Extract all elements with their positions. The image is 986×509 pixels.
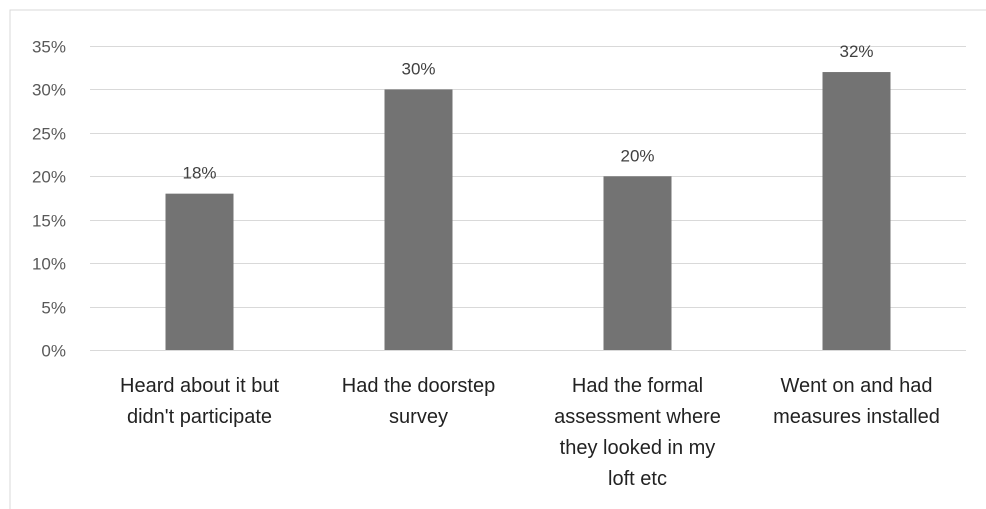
x-category-label: Heard about it but didn't participate: [120, 375, 279, 428]
y-tick-label: 35%: [32, 38, 66, 57]
x-category-label-line: assessment where: [554, 406, 721, 428]
data-label: 32%: [839, 42, 873, 61]
bar: [384, 89, 453, 350]
bar: [603, 176, 672, 350]
bar: [822, 72, 891, 351]
data-label: 20%: [620, 146, 654, 165]
y-tick-label: 10%: [32, 255, 66, 274]
x-category-label-line: loft etc: [608, 468, 667, 490]
bar: [165, 193, 234, 350]
x-category-label-line: Had the formal: [572, 375, 703, 397]
y-tick-label: 5%: [41, 299, 66, 318]
y-tick-label: 25%: [32, 125, 66, 144]
x-category-label-line: survey: [389, 406, 448, 428]
x-category-label: Had the formal assessment where they looke…: [554, 375, 721, 490]
x-category-label-line: they looked in my: [560, 437, 716, 459]
x-category-label: Went on and had measures installed: [773, 375, 940, 428]
x-category-label-line: measures installed: [773, 406, 940, 428]
x-category-label: Had the doorstep survey: [342, 375, 495, 428]
y-tick-label: 15%: [32, 212, 66, 231]
y-tick-label: 20%: [32, 168, 66, 187]
data-label: 18%: [182, 164, 216, 183]
x-category-label-line: Had the doorstep: [342, 375, 495, 397]
data-label: 30%: [401, 59, 435, 78]
y-tick-label: 0%: [41, 342, 66, 361]
x-category-label-line: didn't participate: [127, 406, 272, 428]
chart-border: [9, 9, 986, 509]
x-category-label-line: Went on and had: [781, 375, 933, 397]
x-category-label-line: Heard about it but: [120, 375, 279, 397]
y-tick-label: 30%: [32, 81, 66, 100]
